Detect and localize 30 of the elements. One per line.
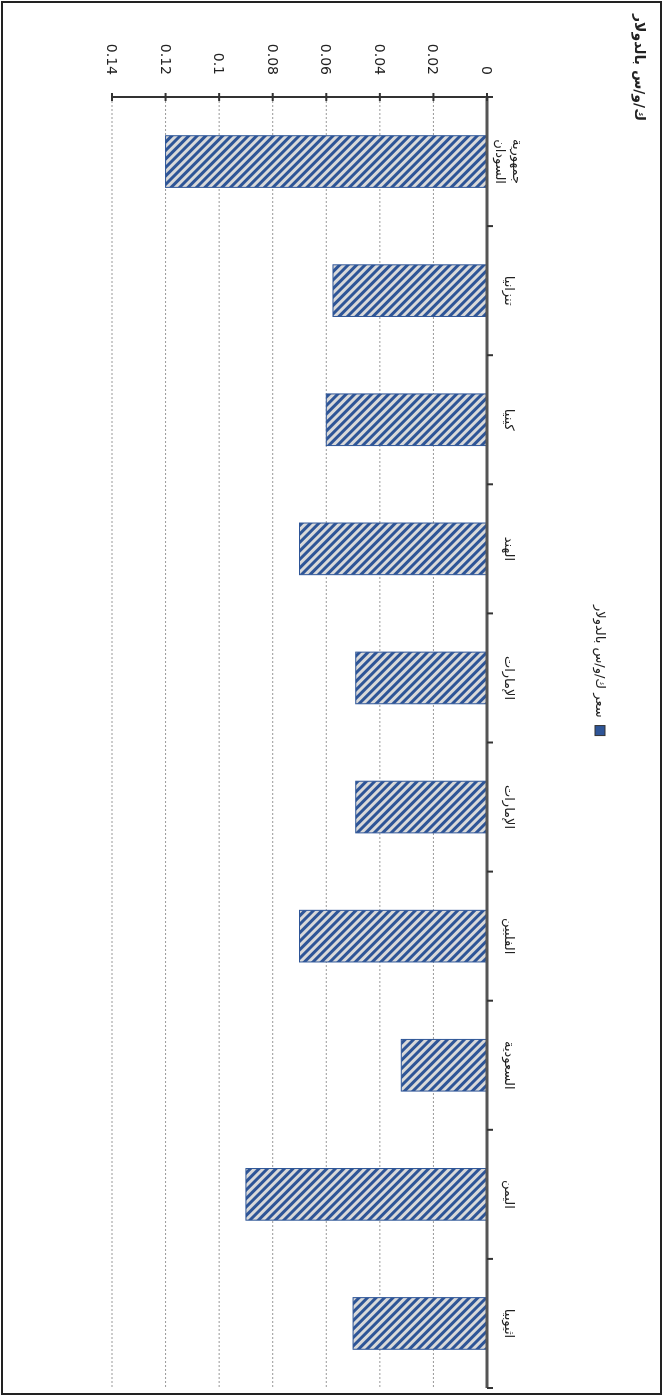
x-tick-label: 0 xyxy=(479,66,495,75)
x-tick-label: 0.1 xyxy=(211,52,228,75)
y-tick-label: جمهورية السودان xyxy=(492,138,525,185)
text: ك/و/س بالدولار xyxy=(631,13,648,121)
bar xyxy=(299,522,488,576)
y-tick-label: الإمارات xyxy=(501,785,517,830)
y-tick-label: السعودية xyxy=(501,1040,517,1090)
bar xyxy=(165,135,488,188)
y-tick-label: الإمارات xyxy=(501,655,517,700)
y-tick-label: الفلبين xyxy=(501,918,517,955)
bar xyxy=(355,651,488,705)
x-tick-label: 0.02 xyxy=(425,43,442,75)
y-tick-label: كينيا xyxy=(502,408,517,432)
x-tick-label: 0.14 xyxy=(104,43,120,76)
bar xyxy=(245,1168,488,1221)
y-tick-label: اليمن xyxy=(501,1179,517,1209)
legend: سعر ك/و/س بالدولار xyxy=(592,605,608,737)
bar xyxy=(400,1038,488,1092)
x-tick-label: 0.08 xyxy=(264,43,281,75)
x-tick-label: 0.04 xyxy=(371,43,388,76)
x-tick-label: 0.12 xyxy=(157,43,174,75)
bar xyxy=(325,393,488,447)
bar xyxy=(352,1297,488,1350)
bar xyxy=(355,780,488,834)
y-tick-label: اثيوبيا xyxy=(501,1308,517,1339)
bar xyxy=(299,909,488,963)
bar xyxy=(332,264,488,317)
y-tick-label: الهند xyxy=(501,536,517,562)
y-tick-label: تنزانيا xyxy=(501,275,517,306)
x-tick-label: 0.06 xyxy=(318,43,335,76)
